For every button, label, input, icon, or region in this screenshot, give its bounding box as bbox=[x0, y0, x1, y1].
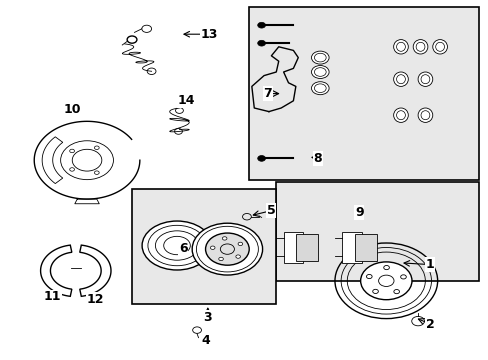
Circle shape bbox=[192, 223, 262, 275]
Text: 5: 5 bbox=[266, 204, 275, 217]
Circle shape bbox=[311, 82, 328, 95]
Circle shape bbox=[311, 66, 328, 78]
Polygon shape bbox=[80, 245, 111, 296]
Circle shape bbox=[257, 40, 265, 46]
Text: 10: 10 bbox=[63, 103, 81, 116]
Polygon shape bbox=[42, 137, 62, 184]
Circle shape bbox=[411, 316, 424, 326]
Text: 12: 12 bbox=[86, 293, 104, 306]
Circle shape bbox=[257, 156, 265, 161]
Circle shape bbox=[205, 233, 249, 265]
Circle shape bbox=[238, 242, 242, 246]
Text: 6: 6 bbox=[179, 242, 187, 255]
Bar bbox=[342, 232, 361, 263]
Polygon shape bbox=[41, 245, 72, 296]
Bar bbox=[249, 7, 478, 180]
Text: 8: 8 bbox=[313, 152, 322, 165]
Ellipse shape bbox=[417, 72, 432, 86]
Ellipse shape bbox=[393, 108, 407, 122]
Circle shape bbox=[257, 22, 265, 28]
Circle shape bbox=[235, 255, 240, 258]
Ellipse shape bbox=[412, 40, 427, 54]
Text: 4: 4 bbox=[201, 334, 209, 347]
Bar bbox=[295, 234, 317, 261]
Circle shape bbox=[400, 275, 406, 279]
Circle shape bbox=[222, 237, 226, 240]
Text: 1: 1 bbox=[425, 258, 434, 271]
Text: 13: 13 bbox=[200, 28, 218, 41]
Circle shape bbox=[218, 257, 223, 261]
Circle shape bbox=[383, 265, 388, 270]
Text: 2: 2 bbox=[425, 318, 434, 330]
Ellipse shape bbox=[142, 221, 211, 270]
Ellipse shape bbox=[432, 40, 447, 54]
Text: 14: 14 bbox=[178, 94, 195, 107]
Bar bbox=[283, 232, 303, 263]
Circle shape bbox=[366, 274, 371, 279]
Circle shape bbox=[360, 262, 411, 300]
Text: 9: 9 bbox=[354, 206, 363, 219]
Text: 11: 11 bbox=[44, 291, 61, 303]
Circle shape bbox=[372, 289, 378, 293]
Text: 7: 7 bbox=[263, 87, 272, 100]
Ellipse shape bbox=[417, 108, 432, 122]
Bar bbox=[354, 234, 376, 261]
Bar bbox=[276, 182, 478, 281]
Bar bbox=[132, 189, 276, 304]
Text: 3: 3 bbox=[203, 311, 212, 324]
Circle shape bbox=[210, 246, 215, 249]
Ellipse shape bbox=[393, 72, 407, 86]
Circle shape bbox=[311, 51, 328, 64]
Circle shape bbox=[393, 289, 399, 294]
Ellipse shape bbox=[393, 40, 407, 54]
